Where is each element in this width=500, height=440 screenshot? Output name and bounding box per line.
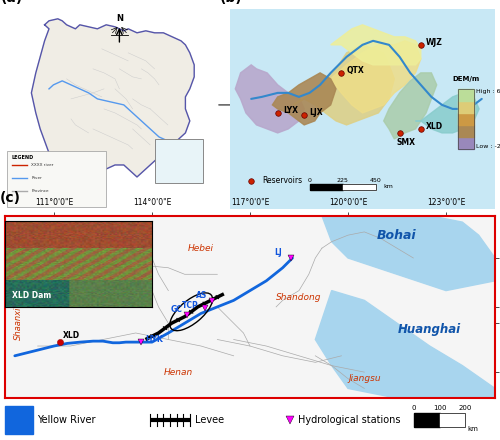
Polygon shape [272,73,336,125]
Polygon shape [458,101,474,113]
Polygon shape [230,9,495,209]
Text: km: km [384,184,394,190]
Text: LJ: LJ [274,248,282,257]
Text: 0: 0 [412,405,416,411]
Polygon shape [458,113,474,125]
Polygon shape [322,216,495,290]
Polygon shape [458,125,474,137]
Text: Shanxi: Shanxi [72,296,102,305]
Text: River: River [32,176,42,180]
Text: 450: 450 [370,178,382,183]
Polygon shape [440,413,465,427]
Polygon shape [330,25,421,65]
Text: Reservoirs: Reservoirs [262,176,302,186]
Text: 100: 100 [433,405,446,411]
Polygon shape [458,89,474,101]
Polygon shape [458,137,474,149]
Text: XLD Dam: XLD Dam [12,291,51,300]
Text: Huanghai: Huanghai [398,323,461,336]
Text: XLD: XLD [426,122,443,131]
Text: Hebei: Hebei [188,244,214,253]
Text: LYX: LYX [283,106,298,115]
Text: 225: 225 [336,178,348,183]
Text: LJX: LJX [310,108,323,117]
Polygon shape [310,184,342,190]
Text: Province: Province [32,189,49,193]
Text: km: km [468,426,478,432]
Text: Shandong: Shandong [276,293,322,301]
Bar [414,413,465,427]
Bar [458,89,474,149]
Polygon shape [236,65,304,133]
Polygon shape [326,41,421,113]
Text: High : 6119: High : 6119 [476,89,500,94]
Bar [154,139,203,183]
Polygon shape [384,73,436,139]
Text: LEGEND: LEGEND [12,155,34,160]
Text: Henan: Henan [164,367,193,377]
Text: Bohai: Bohai [377,229,417,242]
Bar [310,184,376,190]
Polygon shape [416,93,479,133]
Text: DEM/m: DEM/m [452,76,479,82]
Text: 0: 0 [308,178,312,183]
Text: Jiangsu: Jiangsu [348,374,380,383]
Polygon shape [342,184,376,190]
Polygon shape [316,290,495,398]
Text: AS: AS [196,291,207,300]
Text: Low : -2: Low : -2 [476,144,500,149]
Text: N: N [116,14,123,23]
Polygon shape [5,407,32,434]
Polygon shape [294,45,394,125]
Text: XLD: XLD [63,331,80,340]
Text: Levee: Levee [195,415,224,425]
Text: (c): (c) [0,191,21,205]
Text: (b): (b) [220,0,242,5]
Text: XXXX river: XXXX river [32,163,54,167]
Text: TCP: TCP [182,301,199,310]
Text: 200: 200 [458,405,471,411]
Text: QTX: QTX [346,66,364,75]
Text: GC: GC [171,305,183,314]
Text: WJZ: WJZ [426,38,443,47]
Text: Yellow River: Yellow River [38,415,96,425]
Text: (a): (a) [0,0,23,5]
Text: SMX: SMX [397,138,416,147]
Bar [7,151,106,207]
Text: HYK: HYK [146,335,163,344]
Polygon shape [414,413,440,427]
Text: Shaanxi: Shaanxi [14,306,22,340]
Text: Hydrological stations: Hydrological stations [298,415,400,425]
Polygon shape [32,19,194,177]
